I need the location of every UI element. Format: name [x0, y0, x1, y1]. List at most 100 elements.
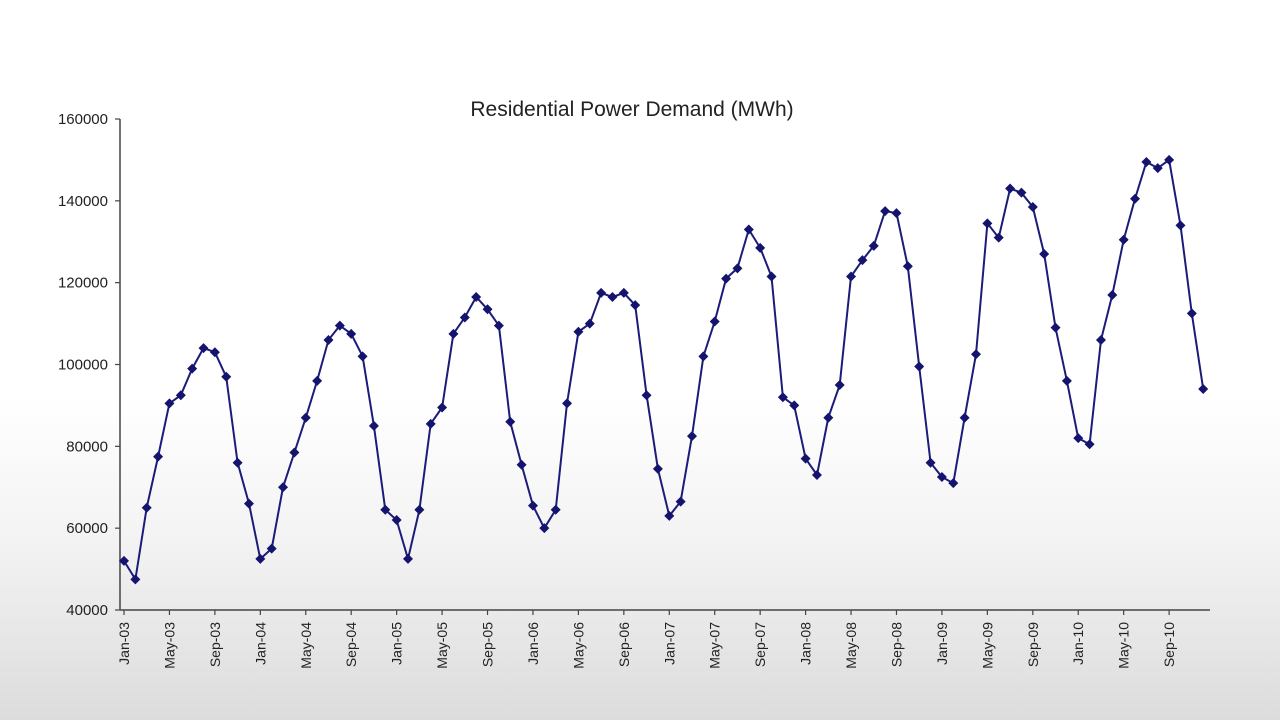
data-point	[175, 390, 186, 401]
data-point	[323, 334, 334, 345]
x-axis: Jan-03 May-03 Sep-03 Jan-04 May-04 Sep-04 Jan-…	[116, 609, 1210, 669]
data-point	[221, 371, 232, 382]
data-point	[755, 242, 766, 253]
data-point	[414, 504, 425, 515]
data-point	[1107, 289, 1118, 300]
x-tick-label: May-05	[434, 622, 450, 669]
data-point	[914, 361, 925, 372]
data-point	[743, 224, 754, 235]
data-point	[1016, 187, 1027, 198]
data-point	[278, 482, 289, 493]
y-tick-label: 40000	[66, 602, 108, 619]
x-tick-label: May-09	[979, 622, 995, 669]
y-tick-label: 160000	[58, 111, 108, 128]
data-point	[425, 418, 436, 429]
data-point	[232, 457, 243, 468]
x-tick-label: Jan-10	[1070, 622, 1086, 665]
data-point	[357, 351, 368, 362]
data-point	[539, 523, 550, 534]
x-tick-label: May-08	[843, 622, 859, 669]
data-point	[482, 304, 493, 315]
x-tick-label: Sep-06	[616, 622, 632, 667]
y-axis: 40000 60000 80000 100000 120000 140000 160000	[58, 111, 121, 619]
data-point	[1186, 308, 1197, 319]
data-point	[300, 412, 311, 423]
data-point	[141, 502, 152, 513]
data-point	[1084, 439, 1095, 450]
x-tick-label: May-06	[570, 622, 586, 669]
data-point	[1073, 433, 1084, 444]
data-point	[198, 343, 209, 354]
data-point	[573, 326, 584, 337]
data-point	[119, 555, 129, 566]
data-point	[868, 240, 879, 251]
data-point	[834, 379, 845, 390]
x-tick-label: Sep-04	[343, 622, 359, 667]
data-point	[255, 553, 266, 564]
data-point	[891, 208, 902, 219]
data-point	[811, 469, 822, 480]
data-point	[1118, 234, 1129, 245]
data-point	[550, 504, 561, 515]
x-tick-label: May-10	[1116, 622, 1132, 669]
y-tick-label: 100000	[58, 357, 108, 374]
y-tick-label: 140000	[58, 193, 108, 210]
data-point	[391, 514, 402, 525]
data-point	[596, 287, 607, 298]
data-point	[993, 232, 1004, 243]
x-tick-label: Jan-05	[389, 622, 405, 665]
data-point	[630, 300, 641, 311]
data-point	[777, 392, 788, 403]
data-point	[527, 500, 538, 511]
x-tick-label: Jan-07	[661, 622, 677, 665]
data-point	[652, 463, 663, 474]
data-point	[948, 478, 959, 489]
data-point	[1130, 193, 1141, 204]
data-point	[1152, 163, 1163, 174]
data-point	[925, 457, 936, 468]
data-point	[1027, 201, 1038, 212]
data-point	[368, 420, 379, 431]
data-point	[243, 498, 254, 509]
series-markers	[119, 154, 1209, 585]
data-point	[766, 271, 777, 282]
data-point	[823, 412, 834, 423]
data-point	[380, 504, 391, 515]
x-tick-label: May-07	[707, 622, 723, 669]
data-point	[403, 553, 413, 564]
y-tick-label: 60000	[66, 520, 108, 537]
data-point	[209, 347, 220, 358]
data-point	[971, 349, 981, 360]
chart-title: Residential Power Demand (MWh)	[470, 98, 793, 121]
data-point	[334, 320, 345, 331]
x-tick-label: Sep-08	[888, 622, 904, 667]
data-point	[800, 453, 811, 464]
data-point	[289, 447, 300, 458]
data-point	[857, 255, 868, 266]
data-point	[1050, 322, 1061, 333]
data-point	[471, 291, 482, 302]
data-point	[982, 218, 993, 229]
data-point	[164, 398, 175, 409]
data-point	[687, 431, 697, 442]
data-point	[675, 496, 686, 507]
x-tick-label: Jan-03	[116, 622, 132, 665]
data-point	[1198, 384, 1209, 395]
x-tick-label: Sep-05	[480, 622, 496, 667]
data-point	[1005, 183, 1016, 194]
data-point	[721, 273, 732, 284]
data-point	[1061, 375, 1072, 386]
x-tick-label: May-04	[298, 622, 314, 669]
x-tick-label: Jan-04	[252, 622, 268, 665]
data-point	[1141, 156, 1152, 167]
data-point	[846, 271, 857, 282]
data-point	[312, 375, 323, 386]
data-point	[936, 472, 947, 483]
data-point	[880, 206, 891, 217]
data-point	[584, 318, 595, 329]
x-tick-label: Sep-03	[207, 622, 223, 667]
data-point	[130, 574, 141, 585]
data-point	[789, 400, 800, 411]
x-tick-label: Sep-09	[1025, 622, 1041, 667]
